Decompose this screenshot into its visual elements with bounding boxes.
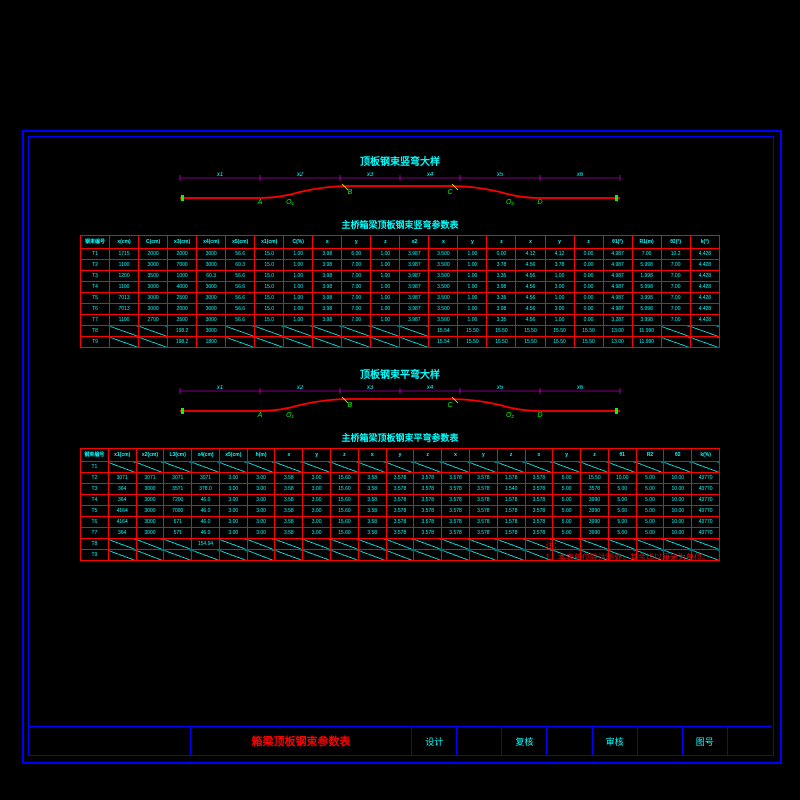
section1-title: 顶板钢束竖弯大样 bbox=[35, 153, 765, 168]
svg-text:D: D bbox=[537, 412, 542, 419]
svg-text:O₂: O₂ bbox=[506, 412, 514, 419]
table1-container: 钢束编号x(cm)C(cm)x3(cm)x4(cm)x5(cm)x1(cm)C(… bbox=[80, 235, 720, 348]
svg-text:x1: x1 bbox=[216, 172, 223, 178]
title-block: 箱梁顶板钢束参数表 设计 复核 审核 图号 bbox=[28, 726, 772, 755]
svg-text:x5: x5 bbox=[496, 172, 504, 178]
note-title: 注： bbox=[546, 540, 710, 552]
tb-approve-label: 审核 bbox=[593, 727, 638, 755]
svg-text:D: D bbox=[537, 199, 542, 206]
svg-text:O₂: O₂ bbox=[506, 199, 514, 206]
drawing-note: 注： 1、本表单位除注明外，其余均以厘米为单位。 bbox=[546, 540, 710, 564]
svg-text:O₁: O₁ bbox=[286, 412, 294, 419]
vertical-bend-diagram: x1 x2 x3 x4 x5 x6 A O₁ B C O₂ D bbox=[170, 172, 630, 212]
svg-text:x6: x6 bbox=[576, 172, 584, 178]
section2-title: 顶板钢束平弯大样 bbox=[35, 366, 765, 381]
svg-text:x1: x1 bbox=[216, 385, 223, 391]
tb-approve-value bbox=[638, 727, 683, 755]
vertical-bend-table: 钢束编号x(cm)C(cm)x3(cm)x4(cm)x5(cm)x1(cm)C(… bbox=[80, 235, 720, 348]
drawing-main-title: 箱梁顶板钢束参数表 bbox=[191, 727, 413, 755]
tb-dwg-value bbox=[728, 727, 772, 755]
note-line: 1、本表单位除注明外，其余均以厘米为单位。 bbox=[546, 552, 710, 564]
svg-text:C: C bbox=[447, 189, 453, 196]
section2-subtitle: 主桥箱梁顶板钢束平弯参数表 bbox=[35, 431, 765, 444]
tb-design-value bbox=[457, 727, 502, 755]
svg-text:C: C bbox=[447, 402, 453, 409]
section1-subtitle: 主桥箱梁顶板钢束竖弯参数表 bbox=[35, 218, 765, 231]
tb-design-label: 设计 bbox=[412, 727, 457, 755]
tb-check-label: 复核 bbox=[502, 727, 547, 755]
svg-text:x3: x3 bbox=[366, 385, 374, 391]
svg-text:x5: x5 bbox=[496, 385, 504, 391]
svg-text:x4: x4 bbox=[426, 172, 434, 178]
tb-dwg-label: 图号 bbox=[683, 727, 728, 755]
svg-text:x3: x3 bbox=[366, 172, 374, 178]
tb-check-value bbox=[547, 727, 592, 755]
svg-text:x6: x6 bbox=[576, 385, 584, 391]
svg-text:O₁: O₁ bbox=[286, 199, 294, 206]
svg-text:B: B bbox=[348, 402, 353, 409]
svg-text:B: B bbox=[348, 189, 353, 196]
plan-bend-diagram: x1 x2 x3 x4 x5 x6 A O₁ B C O₂ D bbox=[170, 385, 630, 425]
svg-text:x2: x2 bbox=[296, 172, 304, 178]
drawing-content: 顶板钢束竖弯大样 x1 x2 x3 x4 x5 x6 A O₁ B C O₂ D 主桥箱梁顶板钢束竖弯… bbox=[35, 145, 765, 579]
svg-text:x2: x2 bbox=[296, 385, 304, 391]
svg-text:x4: x4 bbox=[426, 385, 434, 391]
svg-text:A: A bbox=[257, 199, 263, 206]
svg-text:A: A bbox=[257, 412, 263, 419]
